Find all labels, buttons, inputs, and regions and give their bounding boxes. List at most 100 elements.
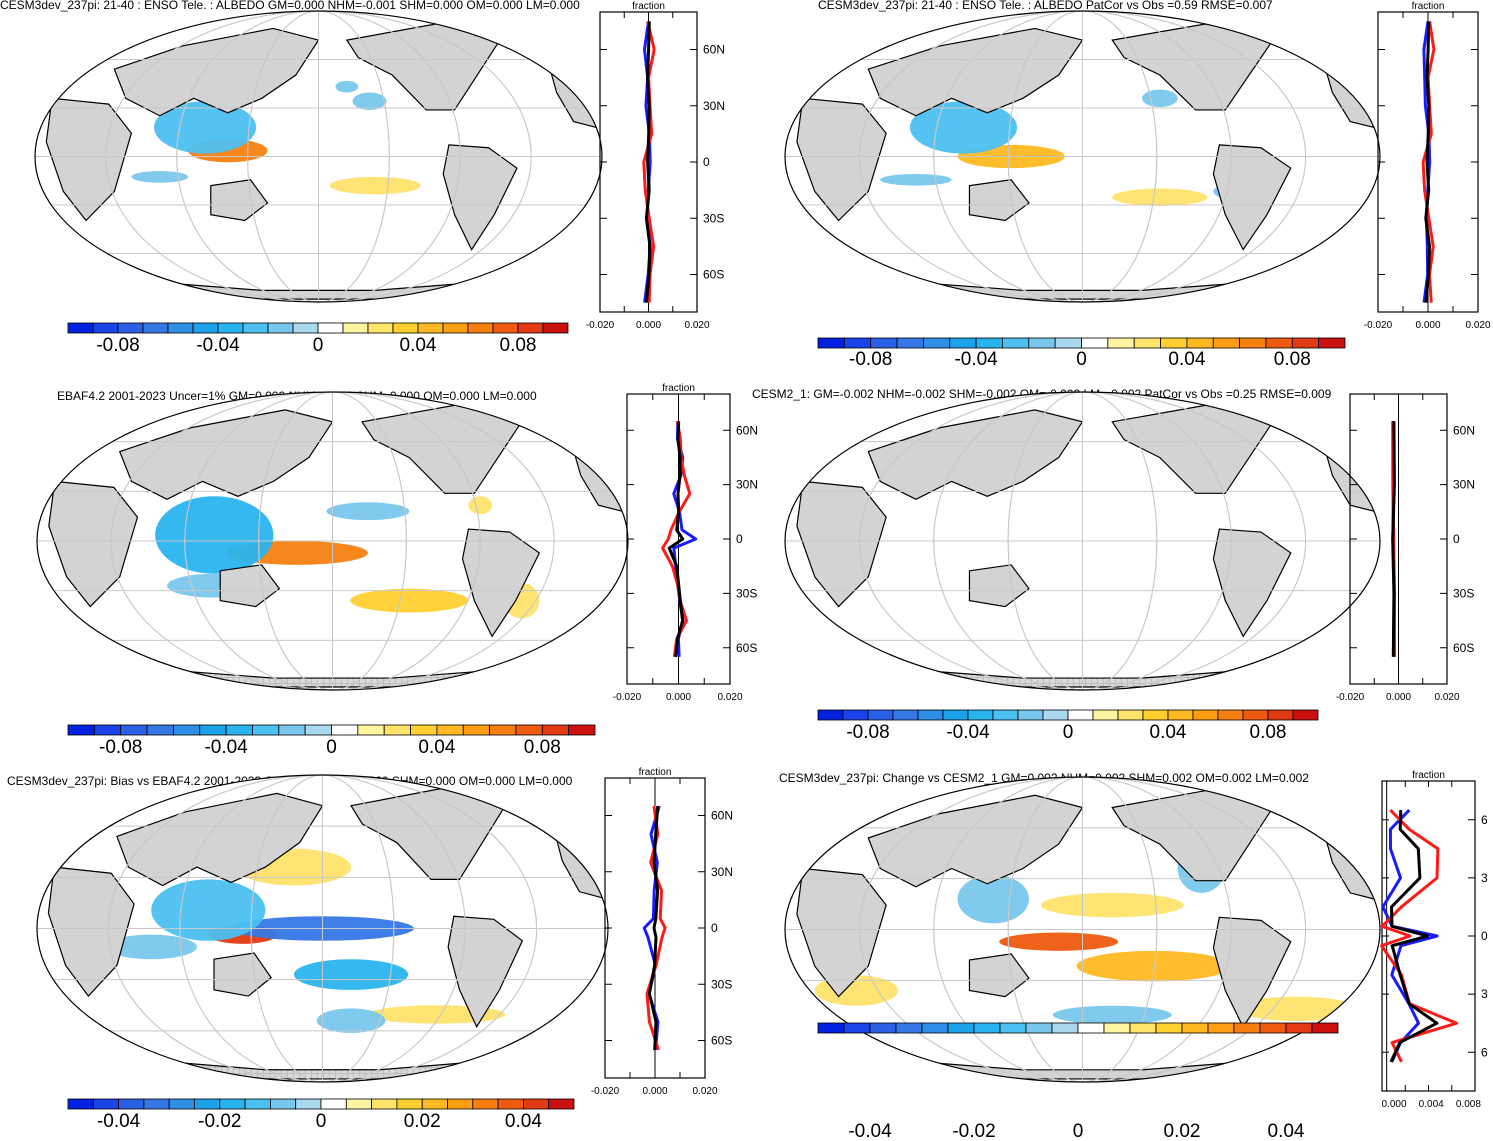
anomaly-region bbox=[999, 932, 1119, 951]
profile-xtick-label: 0.004 bbox=[1419, 1099, 1444, 1110]
colorbar-tick-label: 0 bbox=[326, 737, 337, 758]
colorbar-tick-label: -0.08 bbox=[99, 737, 142, 758]
continent-land bbox=[516, 786, 552, 813]
profile-ytick-label: 60N bbox=[1453, 423, 1475, 437]
profile-ytick-label: 30S bbox=[703, 211, 724, 225]
continent-land bbox=[1212, 144, 1292, 251]
longitude-gridline bbox=[933, 11, 1232, 302]
colorbar-cell bbox=[143, 1098, 170, 1110]
colorbar-cell bbox=[92, 322, 119, 334]
colorbar-cell bbox=[225, 724, 253, 736]
colorbar-cell bbox=[497, 1098, 524, 1110]
profile-ytick-label: 60N bbox=[736, 423, 758, 437]
colorbar-cell bbox=[168, 1098, 195, 1110]
continent-land bbox=[968, 564, 1030, 608]
colorbar-cell bbox=[1233, 1022, 1261, 1034]
colorbar-cell bbox=[357, 724, 385, 736]
continent-land bbox=[867, 794, 1084, 888]
colorbar-tick-label: 0.04 bbox=[1268, 1121, 1305, 1141]
colorbar-cell bbox=[67, 1098, 94, 1110]
colorbar-cell bbox=[867, 709, 894, 721]
colorbar-cell bbox=[118, 1098, 145, 1110]
profile-ytick-label: 6 bbox=[1481, 813, 1488, 827]
colorbar-cell bbox=[117, 322, 144, 334]
anomaly-region bbox=[151, 879, 266, 941]
colorbar-tick-label: 0 bbox=[1076, 349, 1087, 370]
colorbar-cell bbox=[383, 724, 411, 736]
colorbar-cell bbox=[421, 1098, 448, 1110]
colorbar-cell bbox=[1107, 337, 1135, 349]
profile-ytick-label: 0 bbox=[1481, 929, 1488, 943]
colorbar-cell bbox=[345, 1098, 372, 1110]
colorbar-cell bbox=[1318, 337, 1346, 349]
colorbar-cell bbox=[1028, 337, 1056, 349]
profile-series-black bbox=[1391, 421, 1396, 657]
map-content bbox=[785, 777, 1380, 1082]
colorbar-cell bbox=[1207, 1022, 1235, 1034]
colorbar-cell bbox=[1242, 709, 1269, 721]
colorbar-cell bbox=[120, 724, 148, 736]
anomaly-region bbox=[1052, 1005, 1172, 1025]
profile-xlabel: fraction bbox=[639, 767, 672, 778]
profile-ytick-label: 0 bbox=[703, 155, 710, 169]
colorbar-tick-label: 0.08 bbox=[1250, 722, 1287, 743]
colorbar-cell bbox=[1133, 337, 1161, 349]
colorbar-cell bbox=[523, 1098, 550, 1110]
profile-xtick-label: 0.020 bbox=[684, 320, 709, 331]
colorbar-cell bbox=[1017, 709, 1044, 721]
colorbar-cell bbox=[973, 1022, 1001, 1034]
longitude-gridline bbox=[184, 392, 481, 690]
profile-ytick-label: 0 bbox=[736, 532, 743, 546]
colorbar-cell bbox=[489, 724, 517, 736]
profile-series-black bbox=[644, 21, 652, 303]
colorbar-tick-label: -0.02 bbox=[952, 1121, 995, 1141]
map-border bbox=[784, 391, 1381, 691]
profile-xtick-label: 0.000 bbox=[636, 320, 661, 331]
colorbar-cell bbox=[93, 724, 122, 736]
profile-series-black bbox=[1424, 21, 1431, 303]
colorbar-tick-label: 0.02 bbox=[404, 1111, 441, 1132]
colorbar-cell bbox=[1002, 337, 1030, 349]
colorbar-cell bbox=[1267, 709, 1294, 721]
anomaly-region bbox=[131, 171, 189, 183]
colorbar-tick-label: -0.08 bbox=[846, 722, 889, 743]
profile-xtick-label: 0.000 bbox=[666, 692, 691, 703]
profile-xlabel: fraction bbox=[1412, 1, 1445, 12]
anomaly-region bbox=[154, 101, 257, 154]
profile-ytick-label: 30S bbox=[736, 586, 757, 600]
colorbar-cell bbox=[1077, 1022, 1105, 1034]
colorbar-cell bbox=[967, 709, 994, 721]
colorbar-tick-label: 0 bbox=[1063, 722, 1074, 743]
profile-ytick-label: 60S bbox=[1453, 641, 1474, 655]
profile-ytick-label: 30N bbox=[1453, 478, 1475, 492]
colorbar-cell bbox=[568, 724, 596, 736]
colorbar-cell bbox=[244, 1098, 271, 1110]
colorbar-tick-label: 0.04 bbox=[505, 1111, 542, 1132]
profile-xlabel: fraction bbox=[662, 383, 695, 394]
colorbar-cell bbox=[921, 1022, 949, 1034]
colorbar-tick-label: 0.08 bbox=[524, 737, 561, 758]
profile-ytick-label: 60S bbox=[703, 268, 724, 282]
colorbar-tick-label: 0 bbox=[316, 1111, 327, 1132]
colorbar-cell bbox=[1042, 709, 1069, 721]
colorbar-cell bbox=[194, 1098, 221, 1110]
profile-ytick-label: 60N bbox=[703, 43, 725, 57]
map-content bbox=[37, 775, 608, 1082]
panel-title: CESM3dev_237pi: 21-40 : ENSO Tele. : ALB… bbox=[818, 0, 1273, 12]
colorbar-cell bbox=[817, 337, 845, 349]
colorbar-cell bbox=[442, 322, 469, 334]
profile-series-red bbox=[1380, 809, 1459, 1063]
colorbar-cell bbox=[317, 322, 344, 334]
profile-ytick-label: 30S bbox=[1453, 586, 1474, 600]
profile-xtick-label: 0.020 bbox=[1434, 692, 1459, 703]
profile-xlabel: fraction bbox=[632, 1, 665, 12]
profile-series-red bbox=[642, 21, 656, 303]
colorbar-cell bbox=[817, 1022, 845, 1034]
colorbar-tick-label: 0.02 bbox=[1164, 1121, 1201, 1141]
colorbar-tick-label: 0.04 bbox=[418, 737, 455, 758]
colorbar-cell bbox=[1054, 337, 1082, 349]
colorbar-cell bbox=[999, 1022, 1027, 1034]
colorbar-cell bbox=[410, 724, 438, 736]
profile-xtick-label: 0.020 bbox=[717, 692, 742, 703]
